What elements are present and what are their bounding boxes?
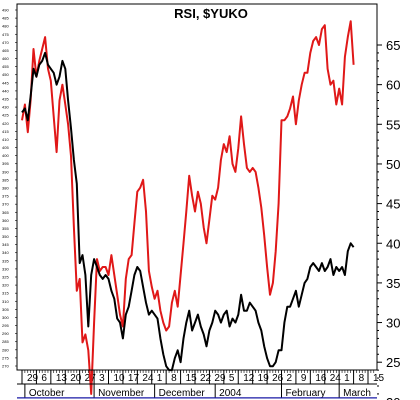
left-tick-label: 300 bbox=[2, 315, 9, 320]
left-tick-label: 340 bbox=[2, 250, 9, 255]
rsi-black-line bbox=[21, 51, 355, 372]
left-tick-label: 390 bbox=[2, 169, 9, 174]
month-label: 2004 bbox=[219, 388, 242, 399]
left-tick-label: 485 bbox=[2, 16, 9, 21]
left-tick-label: 335 bbox=[2, 258, 9, 263]
chart-title: RSI, $YUKO bbox=[174, 6, 248, 21]
left-tick-label: 380 bbox=[2, 186, 9, 191]
left-tick-label: 325 bbox=[2, 275, 9, 280]
left-tick-label: 350 bbox=[2, 234, 9, 239]
x-tick-label: 26 bbox=[272, 373, 284, 384]
left-tick-label: 330 bbox=[2, 266, 9, 271]
left-tick-label: 385 bbox=[2, 177, 9, 182]
x-tick-label: 17 bbox=[128, 373, 140, 384]
x-tick-label: 15 bbox=[373, 373, 385, 384]
left-tick-label: 440 bbox=[2, 88, 9, 93]
left-tick-label: 425 bbox=[2, 113, 9, 118]
x-tick-label: 15 bbox=[186, 373, 198, 384]
x-tick-label: 3 bbox=[99, 373, 105, 384]
x-tick-label: 29 bbox=[214, 373, 226, 384]
x-tick-label: 8 bbox=[359, 373, 365, 384]
x-tick-label: 6 bbox=[41, 373, 47, 384]
left-tick-label: 400 bbox=[2, 153, 9, 158]
left-tick-label: 295 bbox=[2, 323, 9, 328]
month-label: December bbox=[159, 388, 206, 399]
left-tick-label: 430 bbox=[2, 105, 9, 110]
x-tick-label: 9 bbox=[301, 373, 307, 384]
x-tick-label: 24 bbox=[142, 373, 154, 384]
y-right-axis: 20 25 30 35 40 45 50 55 60 65 bbox=[377, 38, 400, 400]
x-tick-label: 22 bbox=[200, 373, 212, 384]
x-tick-label: 16 bbox=[315, 373, 327, 384]
left-tick-label: 270 bbox=[2, 364, 9, 369]
left-tick-label: 460 bbox=[2, 56, 9, 61]
left-tick-label: 365 bbox=[2, 210, 9, 215]
left-tick-label: 355 bbox=[2, 226, 9, 231]
x-axis: 29 6 13 20 27 3 10 17 24 1 8 15 22 29 5 12 19 26 2 9 16 24 1 8 1… bbox=[21, 370, 385, 399]
left-tick-label: 475 bbox=[2, 32, 9, 37]
plot-lines bbox=[17, 20, 377, 399]
right-tick-label: 30 bbox=[386, 316, 400, 331]
left-tick-label: 370 bbox=[2, 202, 9, 207]
left-tick-label: 315 bbox=[2, 291, 9, 296]
plot-frame bbox=[16, 3, 378, 371]
left-tick-label: 470 bbox=[2, 40, 9, 45]
left-tick-label: 290 bbox=[2, 331, 9, 336]
left-tick-label: 275 bbox=[2, 355, 9, 360]
left-tick-label: 285 bbox=[2, 339, 9, 344]
left-tick-label: 455 bbox=[2, 64, 9, 69]
left-tick-label: 410 bbox=[2, 137, 9, 142]
left-tick-label: 490 bbox=[2, 8, 9, 13]
left-tick-label: 420 bbox=[2, 121, 9, 126]
left-tick-label: 415 bbox=[2, 129, 9, 134]
left-tick-label: 320 bbox=[2, 283, 9, 288]
right-tick-label: 35 bbox=[386, 276, 400, 291]
right-tick-label: 50 bbox=[386, 157, 400, 172]
x-tick-label: 1 bbox=[344, 373, 350, 384]
month-label: March bbox=[343, 388, 371, 399]
x-tick-label: 24 bbox=[330, 373, 342, 384]
right-tick-label: 45 bbox=[386, 197, 400, 212]
right-tick-label: 60 bbox=[386, 78, 400, 93]
right-tick-label: 20 bbox=[386, 395, 400, 400]
right-tick-label: 40 bbox=[386, 236, 400, 251]
left-tick-label: 375 bbox=[2, 194, 9, 199]
left-tick-label: 345 bbox=[2, 242, 9, 247]
x-tick-label: 10 bbox=[114, 373, 126, 384]
left-tick-label: 480 bbox=[2, 24, 9, 29]
left-tick-label: 395 bbox=[2, 161, 9, 166]
left-tick-label: 305 bbox=[2, 307, 9, 312]
left-tick-label: 405 bbox=[2, 145, 9, 150]
x-tick-label: 2 bbox=[287, 373, 293, 384]
x-tick-label: 5 bbox=[229, 373, 235, 384]
right-tick-label: 25 bbox=[386, 355, 400, 370]
month-label: February bbox=[286, 388, 326, 399]
left-tick-label: 280 bbox=[2, 347, 9, 352]
left-tick-label: 465 bbox=[2, 48, 9, 53]
x-tick-label: 12 bbox=[243, 373, 255, 384]
y-left-axis: 270 275 280 285 290 295 300 305 310 315 320 325 330 3… bbox=[2, 8, 17, 369]
x-tick-label: 8 bbox=[171, 373, 177, 384]
right-tick-label: 65 bbox=[386, 38, 400, 53]
x-tick-label: 13 bbox=[56, 373, 68, 384]
left-tick-label: 450 bbox=[2, 72, 9, 77]
x-tick-label: 29 bbox=[27, 373, 39, 384]
right-tick-label: 55 bbox=[386, 117, 400, 132]
rsi-red-line bbox=[21, 20, 355, 395]
x-tick-label: 19 bbox=[258, 373, 270, 384]
left-tick-label: 310 bbox=[2, 299, 9, 304]
left-tick-label: 435 bbox=[2, 97, 9, 102]
month-label: October bbox=[29, 388, 65, 399]
x-tick-label: 1 bbox=[157, 373, 163, 384]
x-tick-label: 20 bbox=[70, 373, 82, 384]
left-tick-label: 445 bbox=[2, 80, 9, 85]
month-label: November bbox=[98, 388, 145, 399]
left-tick-label: 360 bbox=[2, 218, 9, 223]
